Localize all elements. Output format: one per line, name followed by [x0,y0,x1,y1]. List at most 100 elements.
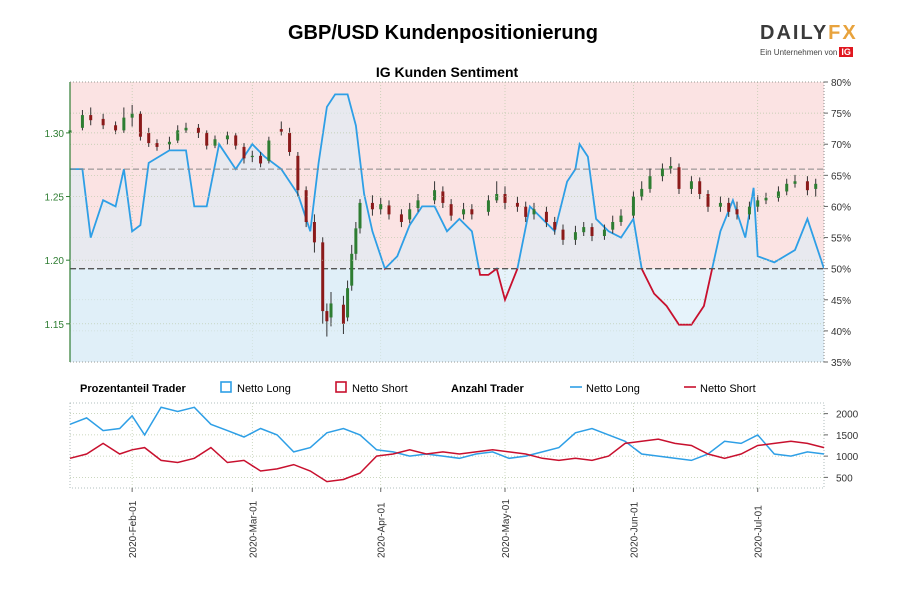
candle-body [814,183,818,189]
candle-body [706,194,710,207]
right-tick-label: 45% [831,296,851,307]
candle-body [718,202,722,207]
x-tick-label: 2020-Feb-01 [128,500,139,558]
candle-body [793,181,797,184]
candle-body [764,197,768,201]
candle-body [462,209,466,215]
candle-body [648,176,652,189]
candle-body [449,204,453,216]
candle-body [325,311,329,322]
candle-body [329,303,333,318]
legend-short-label: Netto Short [352,383,408,395]
price-sentiment-panel: 35% 40% 45% 50% 55% 60% 65% 70% 75% 80% 1.15 1.20 1.… [45,78,852,369]
x-tick-label: 2020-Mar-01 [248,500,259,558]
candle-body [370,202,374,210]
candle-body [677,167,681,189]
candle-body [433,190,437,201]
candle-body [805,181,809,191]
legend-short-swatch [335,381,347,393]
candle-body [785,183,789,192]
x-tick-label: 2020-Jun-01 [629,501,640,558]
candle-body [640,188,644,197]
candle-body [304,190,308,222]
candle-body [267,140,271,161]
count-tick-label: 1500 [836,431,859,442]
candle-body [379,204,383,210]
right-tick-label: 75% [831,109,851,120]
left-tick-label: 1.20 [45,256,65,267]
candle-body [89,115,93,121]
candle-body [234,135,238,146]
legend-long-swatch [220,381,232,393]
chart-title: GBP/USD Kundenpositionierung [288,22,598,44]
right-tick-label: 35% [831,358,851,369]
chart-subtitle: IG Kunden Sentiment [375,64,519,80]
candle-body [524,206,528,217]
net-long-line [70,93,824,269]
candle-body [698,181,702,194]
candle-body [503,194,507,203]
candle-body [147,132,151,144]
candle-body [399,214,403,222]
candle-body [101,118,105,126]
right-tick-label: 55% [831,234,851,245]
candle-body [561,229,565,240]
candle-body [408,209,412,220]
x-tick-label: 2020-Apr-01 [377,502,388,558]
right-tick-label: 65% [831,171,851,182]
left-tick-label: 1.25 [45,193,65,204]
candle-body [279,129,283,132]
candle-body [553,222,557,230]
count-long-line [69,406,825,462]
candle-body [660,168,664,177]
candle-body [532,209,536,215]
candle-body [242,146,246,159]
candle-body [205,132,209,146]
right-tick-label: 40% [831,327,851,338]
candle-body [669,166,673,169]
chart-legend: Prozentanteil Trader Netto Long Netto Sh… [80,381,756,395]
x-tick-label: 2020-Jul-01 [754,505,765,558]
candle-body [312,222,316,243]
candle-body [167,141,171,145]
count-frame [69,402,825,489]
candle-body [544,211,548,222]
candle-body [176,130,180,141]
candle-body [416,200,420,208]
candle-body [358,202,362,229]
candle-body [341,304,345,324]
candle-body [346,288,350,318]
candle-body [196,127,200,133]
candle-body [213,139,217,146]
legend-group1-title: Prozentanteil Trader [80,383,186,395]
logo-tagline: Ein Unternehmen von IG [760,47,870,57]
legend-group2-title: Anzahl Trader [451,383,524,395]
candle-body [495,194,499,201]
candle-body [602,229,606,236]
candle-body [727,202,731,212]
candle-body [486,200,490,212]
logo-brand-accent: FX [828,22,858,44]
x-axis: 2020-Feb-01 2020-Mar-01 2020-Apr-01 2020-Ma… [128,488,765,558]
legend-count-long-label: Netto Long [586,383,640,395]
candle-body [296,155,300,191]
candle-body [441,191,445,203]
net-long-area [70,94,824,363]
candle-body [756,200,760,207]
count-tick-label: 1000 [836,452,859,463]
candle-body [130,113,134,118]
candle-body [354,228,358,254]
legend-count-short-label: Netto Short [700,383,756,395]
candle-body [515,202,519,207]
candle-body [288,132,292,152]
candle-body [155,143,159,147]
candle-body [225,135,229,140]
right-tick-label: 80% [831,78,851,89]
candle-body [776,191,780,198]
candle-body [138,113,142,137]
legend-long-label: Netto Long [237,383,291,395]
candle-body [114,125,118,131]
net-short-line [383,268,824,326]
candle-body [350,253,354,286]
